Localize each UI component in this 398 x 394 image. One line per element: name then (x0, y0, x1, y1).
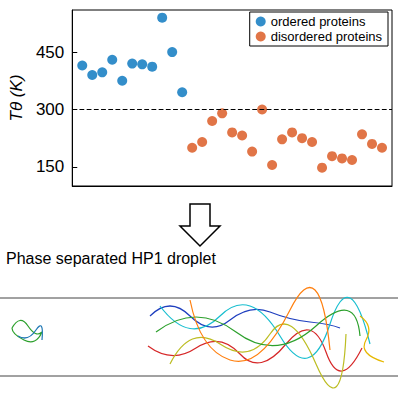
html-text:Phase separated HP1 droplet: Phase separated HP1 droplet (6, 250, 216, 267)
svg-text:disordered proteins: disordered proteins (271, 29, 383, 44)
svg-text:450: 450 (36, 43, 64, 62)
svg-text:ordered proteins: ordered proteins (271, 14, 366, 29)
svg-text:150: 150 (36, 157, 64, 176)
svg-text:300: 300 (36, 100, 64, 119)
svg-text:Tθ (K): Tθ (K) (7, 75, 26, 122)
